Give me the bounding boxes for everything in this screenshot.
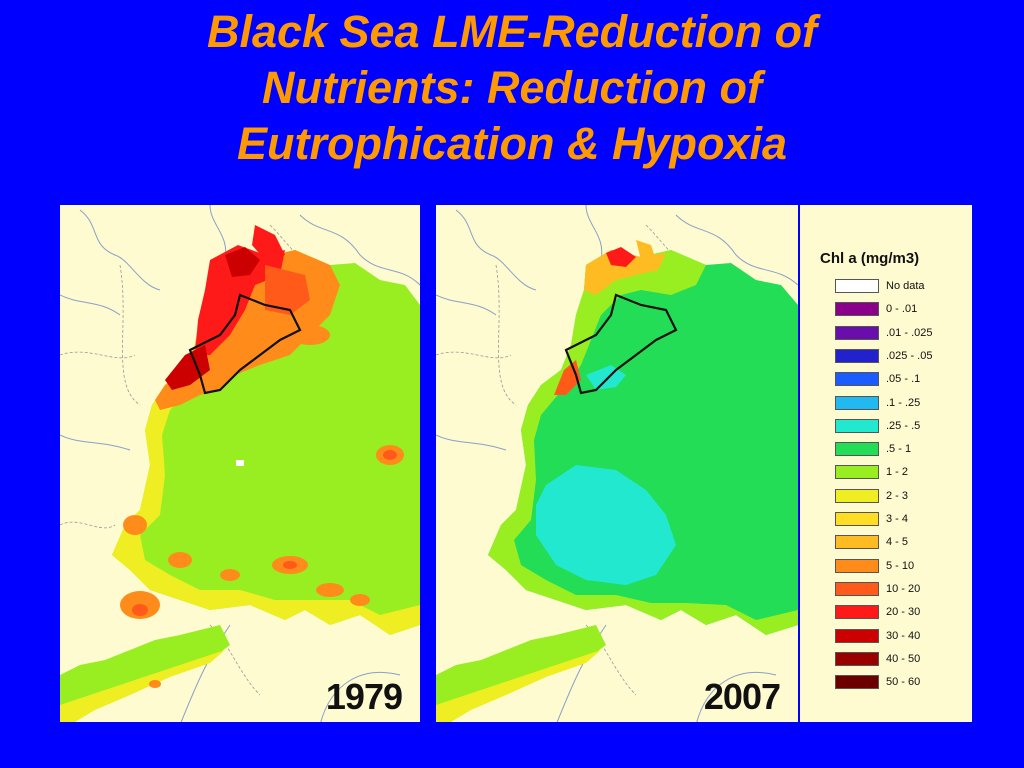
legend-label: .025 - .05 [886,349,933,362]
legend-label: 4 - 5 [886,536,909,549]
legend-swatch [835,558,879,573]
legend-item: 0 - .01 [835,301,917,317]
legend-item: 40 - 50 [835,651,920,667]
legend-label: .05 - .1 [886,373,921,386]
legend-item: 30 - 40 [835,628,920,644]
legend-swatch [835,372,879,387]
legend-swatch [835,535,879,550]
legend-swatch [835,279,879,293]
legend-item: 1 - 2 [835,464,908,480]
legend-label: No data [886,280,925,292]
legend-swatch [835,605,879,620]
legend-swatch [835,512,879,526]
legend-item: No data [835,278,925,294]
legend-item: 5 - 10 [835,558,914,574]
legend-swatch [835,348,879,363]
legend-item: .1 - .25 [835,395,920,411]
title-line-3: Eutrophication & Hypoxia [236,118,788,169]
slide-title: Black Sea LME-Reduction of Nutrients: Re… [0,4,1024,172]
legend-label: 40 - 50 [886,652,921,665]
map-1979: 1979 [60,205,420,722]
legend-swatch [835,442,879,457]
legend-item: 20 - 30 [835,604,920,620]
legend-item: .01 - .025 [835,325,932,341]
map-2007-graphic [436,205,798,722]
legend-swatch [835,325,879,340]
legend-label: 20 - 30 [886,606,921,619]
legend-label: 5 - 10 [886,559,915,572]
legend-item: .05 - .1 [835,371,920,387]
title-line-1: Black Sea LME-Reduction of [206,6,818,57]
legend-label: 3 - 4 [886,513,909,525]
legend-label: .01 - .025 [886,326,933,339]
legend-label: .1 - .25 [886,396,921,409]
map-1979-graphic [60,205,420,722]
legend-title: Chl a (mg/m3) [820,250,920,267]
legend-swatch [835,581,879,596]
legend-item: 10 - 20 [835,581,920,597]
legend-swatch [835,675,879,690]
legend-swatch [835,395,879,410]
legend-swatch [835,302,879,317]
legend-swatch [835,418,879,433]
legend-label: 2 - 3 [886,489,909,502]
legend-label: 30 - 40 [886,629,921,642]
legend-swatch [835,465,879,480]
legend-item: .025 - .05 [835,348,932,364]
legend-label: 1 - 2 [886,466,909,479]
legend-item: .25 - .5 [835,418,920,434]
legend-item: 2 - 3 [835,488,908,504]
legend-item: 4 - 5 [835,534,908,550]
legend-swatch [835,628,879,643]
legend-swatch [835,651,879,666]
chlorophyll-legend: Chl a (mg/m3) No data 0 - .01 .01 - .025 .0… [800,205,972,722]
legend-item: 3 - 4 [835,511,908,527]
legend-item: 50 - 60 [835,674,920,690]
legend-swatch [835,488,879,503]
legend-item: .5 - 1 [835,441,911,457]
legend-label: 50 - 60 [886,676,921,689]
legend-label: 10 - 20 [886,582,921,595]
legend-label: 0 - .01 [886,303,918,316]
map-2007: 2007 [436,205,798,722]
legend-label: .5 - 1 [886,443,912,456]
map-2007-year-label: 2007 [703,676,781,717]
title-line-2: Nutrients: Reduction of [262,62,762,113]
map-1979-year-label: 1979 [325,676,403,717]
legend-label: .25 - .5 [886,419,921,432]
